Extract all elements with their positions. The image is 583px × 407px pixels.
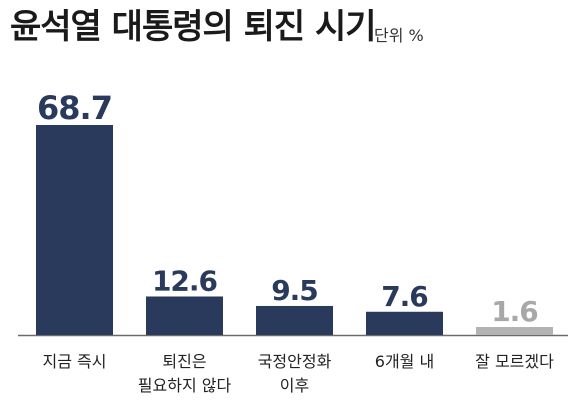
category-label-1: 퇴진은 필요하지 않다 <box>138 352 232 395</box>
bar-value-label-3: 7.6 <box>381 280 428 313</box>
chart-title: 윤석열 대통령의 퇴진 시기 <box>10 7 377 47</box>
bar-value-label-4: 1.6 <box>491 295 538 328</box>
bar-2 <box>256 305 333 335</box>
bar-1 <box>146 296 223 335</box>
bar-value-label-2: 9.5 <box>271 274 318 307</box>
bar-3 <box>366 311 443 335</box>
unit-label: 단위 % <box>374 26 424 45</box>
bar-4 <box>476 327 553 335</box>
category-label-0: 지금 즉시 <box>43 352 107 371</box>
bar-0 <box>36 125 113 335</box>
category-label-4: 잘 모르겠다 <box>475 352 554 371</box>
bar-value-label-0: 68.7 <box>37 89 112 127</box>
category-label-2: 국정안정화 이후 <box>258 352 332 395</box>
category-label-3: 6개월 내 <box>375 352 434 371</box>
bar-value-label-1: 12.6 <box>152 264 217 297</box>
